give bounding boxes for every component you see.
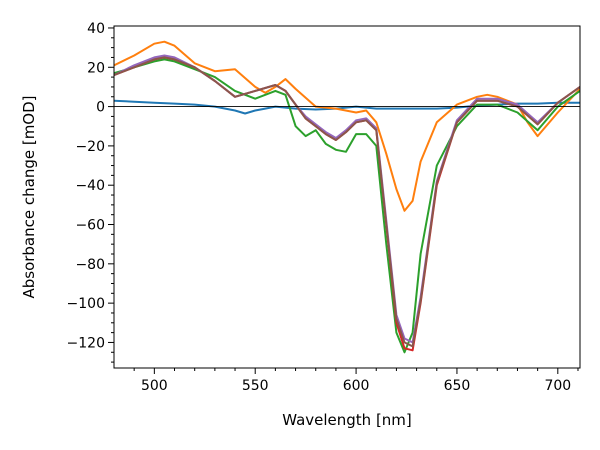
y-axis-label: Absorbance change [mOD] [20,95,38,298]
y-tick-label--120: −120 [67,335,105,351]
y-tick-label-0: 0 [96,100,105,116]
y-tick-label--20: −20 [75,139,105,155]
y-tick-label-20: 20 [87,60,105,76]
x-tick-label-500: 500 [141,378,168,394]
x-tick-label-650: 650 [444,378,471,394]
y-tick-label--80: −80 [75,257,105,273]
plot-frame [113,25,581,369]
series-line-2 [114,40,580,212]
x-tick-label-600: 600 [343,378,370,394]
y-tick-label--100: −100 [67,296,105,312]
axis-ticks: 500 550 600 650 700 40 20 0 −20 −40 −60 −80 −100 −120 [67,21,579,394]
y-tick-label--60: −60 [75,218,105,234]
y-tick-label-40: 40 [87,21,105,37]
y-tick-label--40: −40 [75,178,105,194]
x-axis-label: Wavelength [nm] [282,411,412,429]
series-line-6 [114,56,580,348]
series-layer [114,40,580,354]
x-tick-label-550: 550 [242,378,269,394]
x-tick-label-700: 700 [544,378,571,394]
